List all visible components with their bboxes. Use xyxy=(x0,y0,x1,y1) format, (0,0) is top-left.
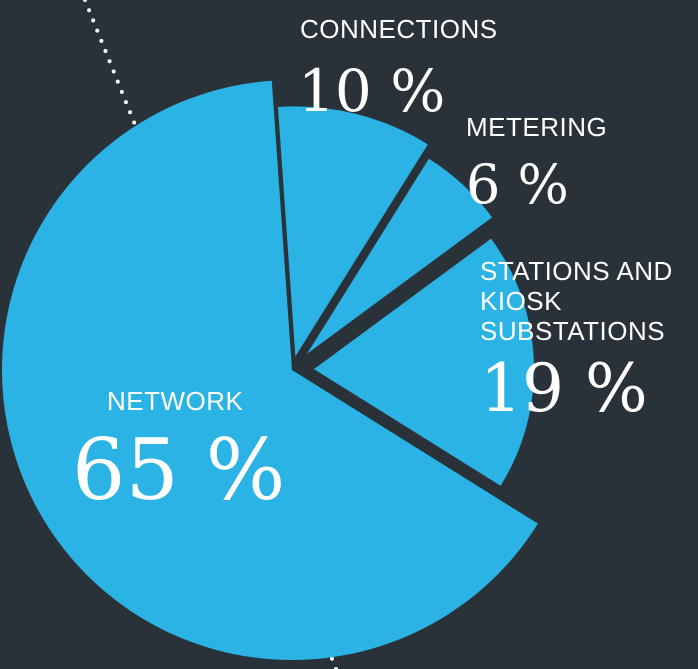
category-label: METERING xyxy=(466,112,608,142)
value-label: 19 % xyxy=(480,350,648,427)
category-label: CONNECTIONS xyxy=(300,14,498,44)
pie-slice xyxy=(306,158,493,354)
pie xyxy=(1,80,538,661)
pie-slice xyxy=(313,238,534,486)
dotted-line xyxy=(83,0,164,194)
pie-slice xyxy=(277,106,428,357)
category-label: NETWORK xyxy=(107,386,244,416)
value-label: 10 % xyxy=(298,57,446,125)
category-label: STATIONS AND KIOSK SUBSTATIONS xyxy=(480,256,673,346)
value-label: 65 % xyxy=(72,421,286,519)
pie-slice xyxy=(1,80,538,661)
value-label: 6 % xyxy=(466,153,569,216)
